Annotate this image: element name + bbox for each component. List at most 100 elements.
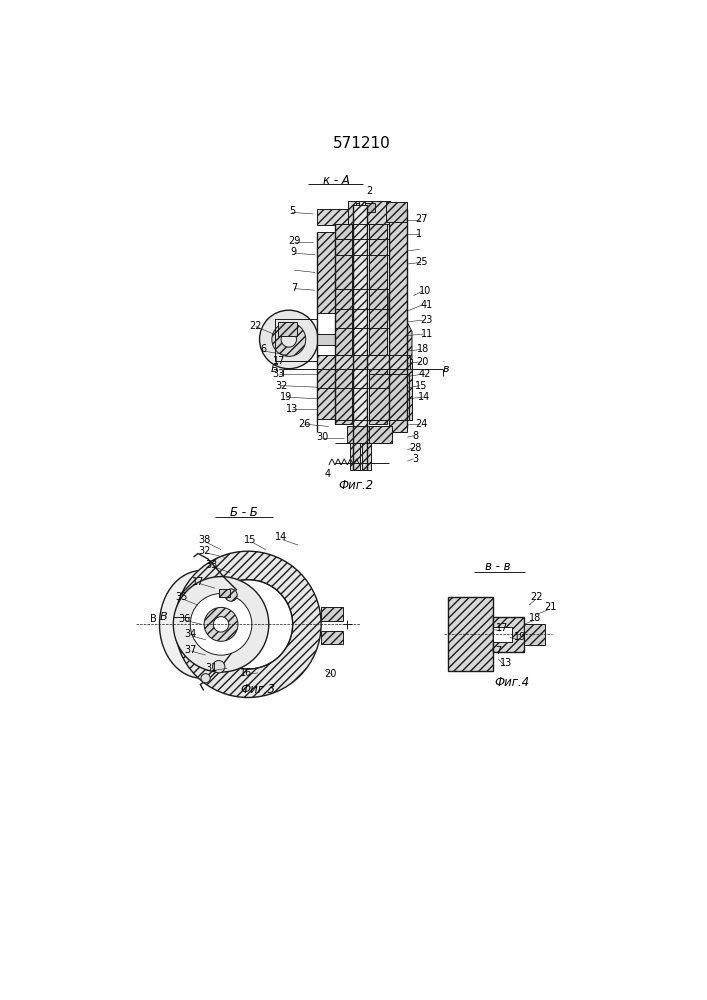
- Text: 38: 38: [198, 535, 210, 545]
- Circle shape: [175, 551, 321, 698]
- Circle shape: [201, 674, 210, 683]
- Text: 35: 35: [175, 592, 187, 602]
- Text: 26: 26: [298, 419, 310, 429]
- Circle shape: [233, 609, 264, 640]
- Text: 32: 32: [198, 546, 210, 556]
- Circle shape: [242, 618, 254, 631]
- Bar: [317, 232, 335, 312]
- Circle shape: [190, 594, 252, 655]
- Text: 6: 6: [260, 344, 267, 354]
- Text: 1: 1: [416, 229, 422, 239]
- Text: 18: 18: [416, 344, 429, 354]
- Text: к - A: к - A: [323, 174, 350, 187]
- Bar: [321, 631, 343, 644]
- Text: 7: 7: [291, 283, 298, 293]
- Text: В: В: [150, 614, 157, 624]
- Text: в: в: [443, 364, 449, 374]
- Text: 7: 7: [495, 646, 501, 656]
- Text: 33: 33: [206, 560, 218, 570]
- Bar: [362, 443, 371, 470]
- Text: 32: 32: [275, 381, 287, 391]
- Circle shape: [204, 580, 293, 669]
- Bar: [389, 359, 412, 420]
- Text: Б - Б: Б - Б: [230, 506, 258, 519]
- Circle shape: [214, 617, 229, 632]
- Text: 27: 27: [415, 214, 428, 224]
- Circle shape: [225, 589, 238, 601]
- Text: 31: 31: [206, 663, 218, 673]
- Bar: [317, 369, 335, 388]
- Text: 4: 4: [325, 469, 330, 479]
- Bar: [493, 617, 524, 652]
- Bar: [218, 589, 230, 597]
- Bar: [354, 205, 368, 470]
- Bar: [448, 597, 493, 671]
- Circle shape: [281, 332, 296, 347]
- Bar: [369, 374, 409, 420]
- Circle shape: [213, 661, 225, 673]
- Text: 11: 11: [421, 329, 433, 339]
- Text: 17: 17: [192, 577, 204, 587]
- Polygon shape: [160, 570, 256, 678]
- Bar: [351, 443, 360, 470]
- Text: 3: 3: [412, 454, 418, 464]
- Bar: [359, 201, 365, 209]
- Text: 34: 34: [184, 629, 197, 639]
- Text: 22: 22: [250, 321, 262, 331]
- Text: 37: 37: [184, 645, 197, 655]
- Text: 30: 30: [317, 432, 329, 442]
- Text: 41: 41: [421, 300, 433, 310]
- Text: В: В: [160, 612, 167, 622]
- Bar: [369, 426, 392, 443]
- Text: в - в: в - в: [486, 560, 511, 573]
- Text: Фиг.3: Фиг.3: [240, 683, 276, 696]
- Text: 20: 20: [325, 669, 337, 679]
- Text: 15: 15: [244, 535, 257, 545]
- Bar: [317, 388, 335, 419]
- Text: 33: 33: [273, 369, 285, 379]
- Circle shape: [173, 577, 269, 672]
- Text: 10: 10: [419, 286, 431, 296]
- Text: 17: 17: [273, 356, 285, 366]
- Polygon shape: [389, 293, 412, 359]
- Text: Фиг.2: Фиг.2: [338, 479, 373, 492]
- Text: 8: 8: [412, 431, 418, 441]
- Bar: [278, 322, 297, 336]
- Bar: [346, 426, 370, 443]
- Bar: [321, 607, 343, 621]
- Text: 24: 24: [415, 419, 428, 429]
- Text: 29: 29: [288, 236, 300, 246]
- Text: 36: 36: [178, 614, 190, 624]
- Text: Б: Б: [271, 364, 279, 374]
- Text: 20: 20: [416, 357, 429, 367]
- Bar: [389, 209, 407, 432]
- Bar: [369, 224, 387, 424]
- Bar: [335, 224, 352, 424]
- Text: 14: 14: [419, 392, 431, 402]
- Text: 9: 9: [291, 247, 296, 257]
- Bar: [524, 624, 545, 645]
- Text: Фиг.4: Фиг.4: [494, 676, 530, 689]
- Circle shape: [272, 323, 305, 356]
- Bar: [356, 203, 375, 212]
- Bar: [493, 627, 512, 642]
- Text: 13: 13: [500, 658, 512, 668]
- Text: 16: 16: [240, 668, 252, 678]
- Text: 13: 13: [286, 404, 298, 414]
- Text: 21: 21: [544, 602, 557, 612]
- Text: 14: 14: [275, 532, 287, 542]
- Text: 23: 23: [421, 315, 433, 325]
- Bar: [317, 355, 409, 369]
- Bar: [275, 319, 317, 361]
- Text: 22: 22: [530, 592, 543, 602]
- Bar: [317, 334, 335, 345]
- Bar: [348, 201, 390, 224]
- Bar: [317, 209, 348, 225]
- Text: 42: 42: [418, 369, 431, 379]
- Text: 5: 5: [288, 206, 295, 216]
- Text: 28: 28: [409, 443, 421, 453]
- Text: 19: 19: [514, 632, 526, 642]
- Text: 17: 17: [496, 623, 508, 633]
- Text: 571210: 571210: [333, 136, 391, 151]
- Text: 18: 18: [529, 613, 542, 623]
